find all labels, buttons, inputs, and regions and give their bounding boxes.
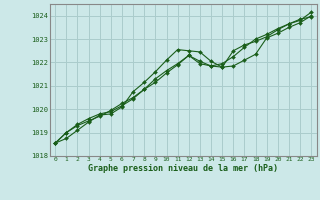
X-axis label: Graphe pression niveau de la mer (hPa): Graphe pression niveau de la mer (hPa) — [88, 164, 278, 173]
